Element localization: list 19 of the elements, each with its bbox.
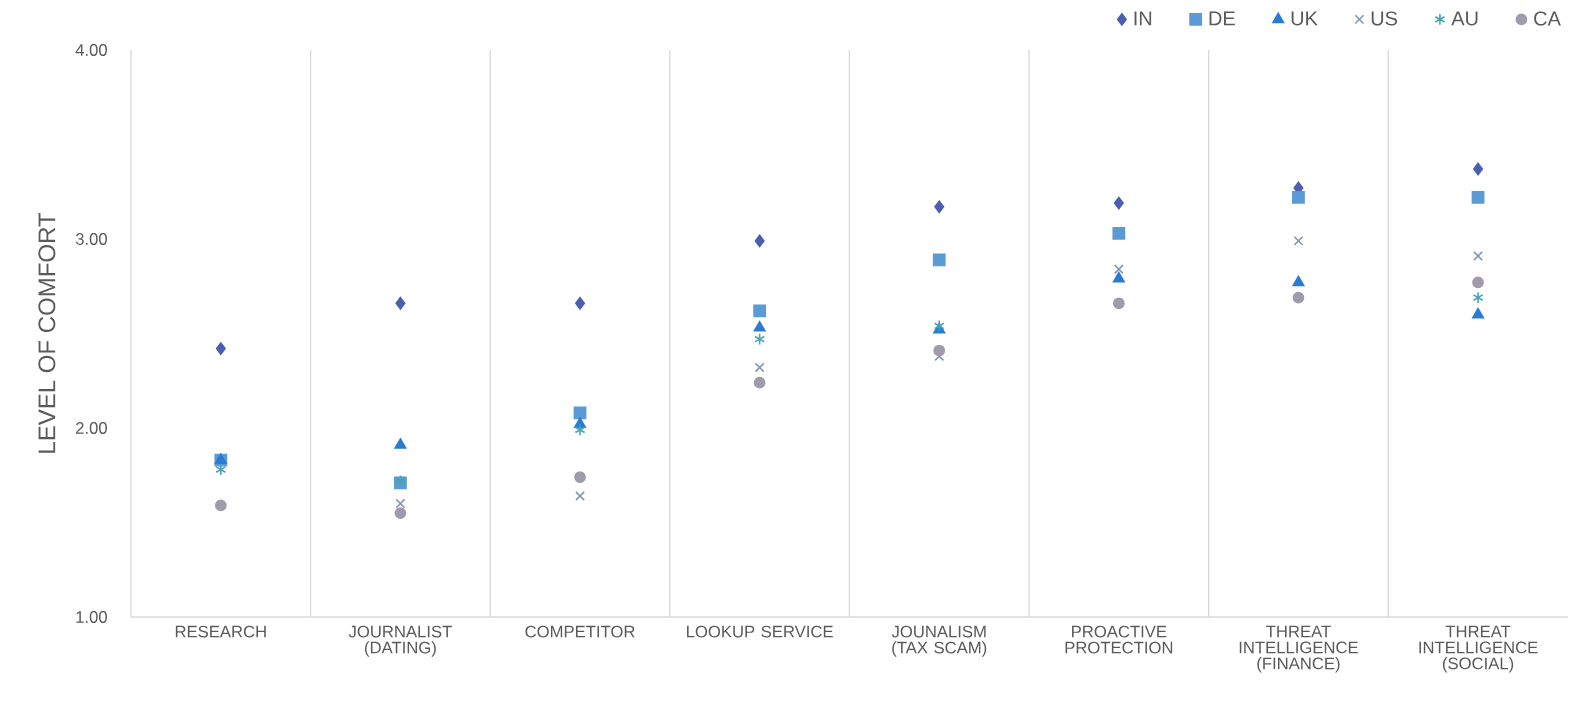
legend-label: IN <box>1134 11 1152 26</box>
legend-label: CA <box>1534 11 1561 26</box>
x-tick-label: RESEARCH <box>175 625 266 638</box>
legend-label: AU <box>1451 11 1478 26</box>
x-tick-label: COMPETITOR <box>525 625 635 638</box>
x-tick-label: JOUNALISM (TAX SCAM) <box>891 625 987 657</box>
y-tick-label: 2.00 <box>76 422 107 434</box>
y-axis-title: LEVEL OF COMFORT <box>38 212 56 453</box>
x-tick-label: PROACTIVE PROTECTION <box>1065 625 1173 654</box>
x-tick-label: LOOKUP SERVICE <box>687 625 833 638</box>
x-tick-label: JOURNALIST (DATING) <box>348 625 452 657</box>
legend-label: UK <box>1291 11 1318 26</box>
y-tick-label: 3.00 <box>75 233 107 245</box>
x-tick-label: THREAT INTELLIGENCE (FINANCE) <box>1239 625 1358 673</box>
x-tick-label: THREAT INTELLIGENCE (SOCIAL) <box>1419 625 1538 673</box>
y-tick-label: 1.00 <box>76 611 107 623</box>
y-tick-label: 4.00 <box>75 44 107 56</box>
legend-label: DE <box>1209 11 1235 26</box>
legend-label: US <box>1371 11 1398 26</box>
